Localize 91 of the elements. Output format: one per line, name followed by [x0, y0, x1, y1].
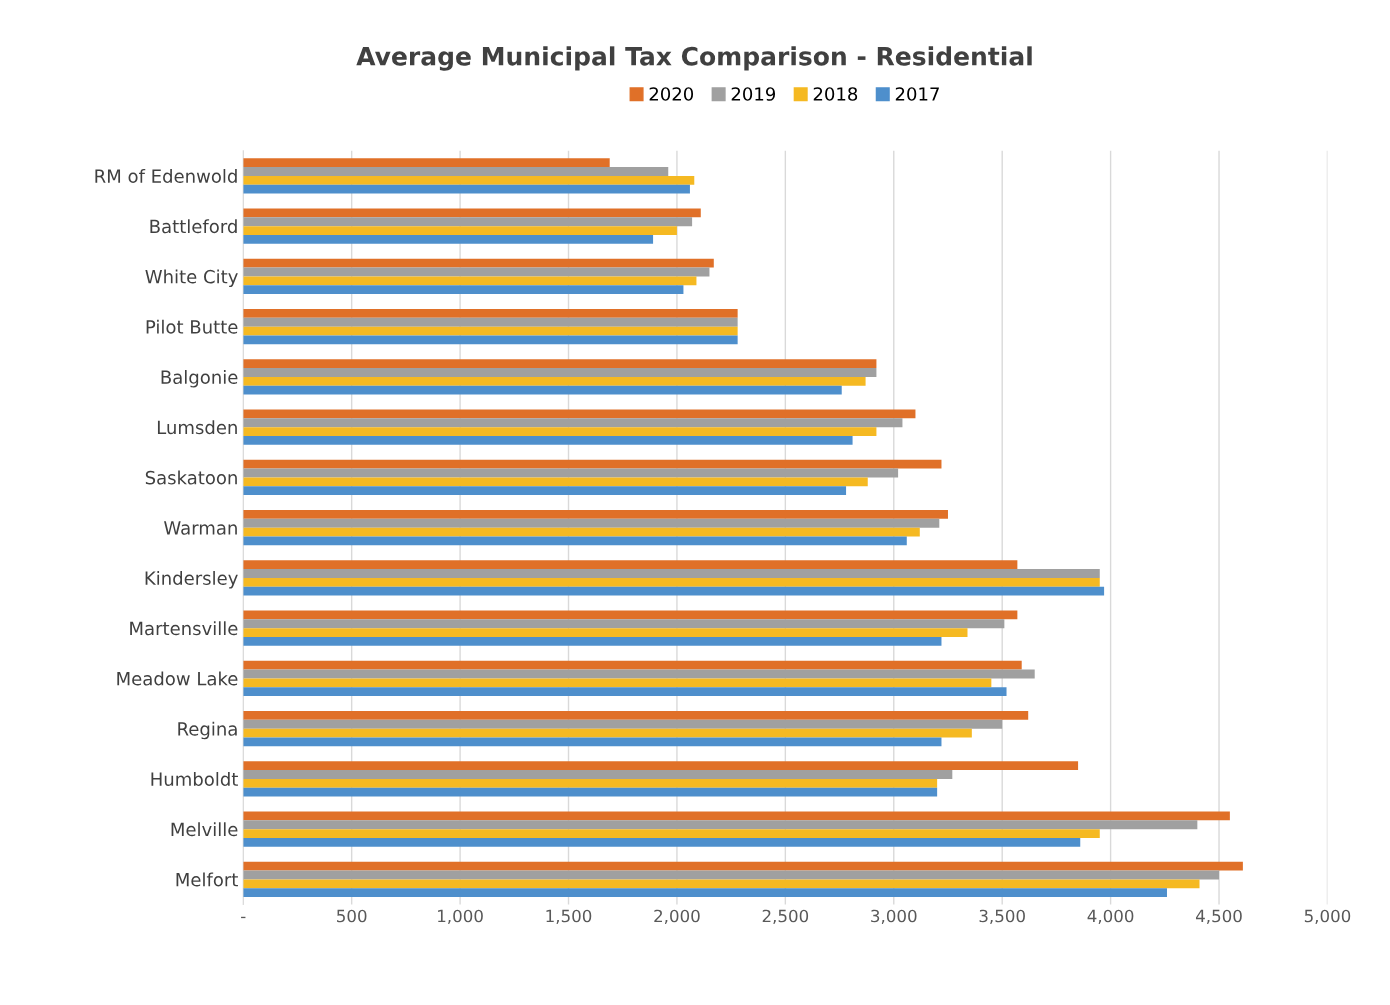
- bar: [243, 468, 899, 478]
- bar: [243, 761, 1079, 771]
- bar: [243, 418, 903, 428]
- bar: [243, 217, 693, 227]
- bar: [243, 619, 1005, 629]
- bar: [243, 719, 1003, 729]
- y-tick-label: Melville: [171, 822, 238, 837]
- bar: [243, 309, 738, 318]
- bar: [243, 158, 610, 168]
- bar: [243, 628, 968, 637]
- bar: [243, 409, 916, 419]
- bar: [243, 376, 866, 386]
- y-tick-label: Saskatoon: [145, 470, 237, 485]
- x-tick-label: 1,500: [546, 909, 592, 924]
- bar: [243, 477, 868, 487]
- bar: [243, 527, 920, 537]
- bar: [243, 267, 710, 277]
- bar: [243, 208, 701, 218]
- bar: [243, 678, 992, 688]
- x-tick-label: 500: [337, 909, 367, 923]
- x-tick-label: 4,000: [1087, 909, 1134, 924]
- y-tick-label: White City: [145, 269, 238, 287]
- bar: [243, 778, 938, 788]
- bar: [243, 167, 669, 176]
- bar: [243, 728, 972, 738]
- bar: [243, 518, 940, 528]
- bar: [243, 226, 677, 235]
- bar: [243, 175, 695, 185]
- bar: [243, 486, 847, 495]
- bar: [243, 459, 942, 469]
- bar: [243, 610, 1018, 620]
- bar: [243, 811, 1230, 821]
- y-tick-label: Meadow Lake: [117, 671, 238, 686]
- chart-title: Average Municipal Tax Comparison - Residential: [356, 46, 1032, 71]
- y-tick-label: Pilot Butte: [146, 319, 238, 334]
- y-tick-label: RM of Edenwold: [95, 169, 237, 183]
- bar: [243, 317, 738, 327]
- bar: [243, 510, 948, 519]
- y-tick-label: Humboldt: [151, 772, 238, 786]
- bar: [243, 368, 877, 377]
- y-tick-label: Balgonie: [161, 370, 238, 388]
- y-tick-label: Kindersley: [145, 571, 238, 589]
- bar: [243, 870, 1220, 880]
- bar: [243, 636, 942, 646]
- x-tick-label: 5,000: [1304, 909, 1351, 924]
- y-tick-label: Lumsden: [157, 420, 237, 435]
- bar: [243, 285, 684, 294]
- y-tick-label: Battleford: [150, 219, 237, 234]
- bar: [243, 879, 1200, 889]
- bar: [243, 861, 1243, 871]
- bar: [243, 560, 1018, 570]
- bar: [243, 258, 714, 268]
- x-tick-label: 4,500: [1195, 909, 1242, 924]
- bar: [243, 435, 853, 445]
- x-tick-label: 2,500: [762, 909, 809, 924]
- bar: [243, 737, 942, 747]
- x-tick-label: 1,000: [438, 909, 483, 924]
- x-tick-label: 3,000: [871, 909, 917, 924]
- x-tick-label: 3,500: [979, 909, 1025, 924]
- bar: [243, 586, 1105, 596]
- bar: [243, 427, 877, 436]
- y-tick-label: Regina: [178, 721, 237, 740]
- legend-label: 2020: [649, 87, 694, 101]
- y-tick-label: Melfort: [176, 872, 238, 887]
- bar: [243, 234, 654, 244]
- bar: [243, 660, 1022, 670]
- y-tick-label: Martensville: [130, 621, 238, 636]
- bar: [243, 536, 907, 546]
- bar: [243, 669, 1035, 679]
- legend-label: 2019: [731, 87, 776, 101]
- bar: [243, 335, 738, 345]
- legend-label: 2017: [895, 87, 939, 101]
- bar: [243, 385, 842, 395]
- bar: [243, 888, 1167, 897]
- bar: [243, 184, 690, 194]
- bar: [243, 770, 953, 779]
- x-tick-label: -: [241, 916, 246, 919]
- bar: [243, 687, 1007, 696]
- bar: [243, 829, 1100, 838]
- bar: [243, 787, 938, 797]
- bar: [243, 820, 1198, 830]
- bar: [243, 577, 1100, 587]
- y-tick-label: Warman: [164, 521, 237, 535]
- bar: [243, 326, 738, 336]
- bar: [243, 711, 1029, 720]
- bar: [243, 569, 1100, 578]
- x-tick-label: 2,000: [654, 909, 700, 924]
- bar: [243, 359, 877, 369]
- legend-label: 2018: [813, 87, 858, 101]
- bar: [243, 276, 697, 286]
- bar: [243, 837, 1081, 847]
